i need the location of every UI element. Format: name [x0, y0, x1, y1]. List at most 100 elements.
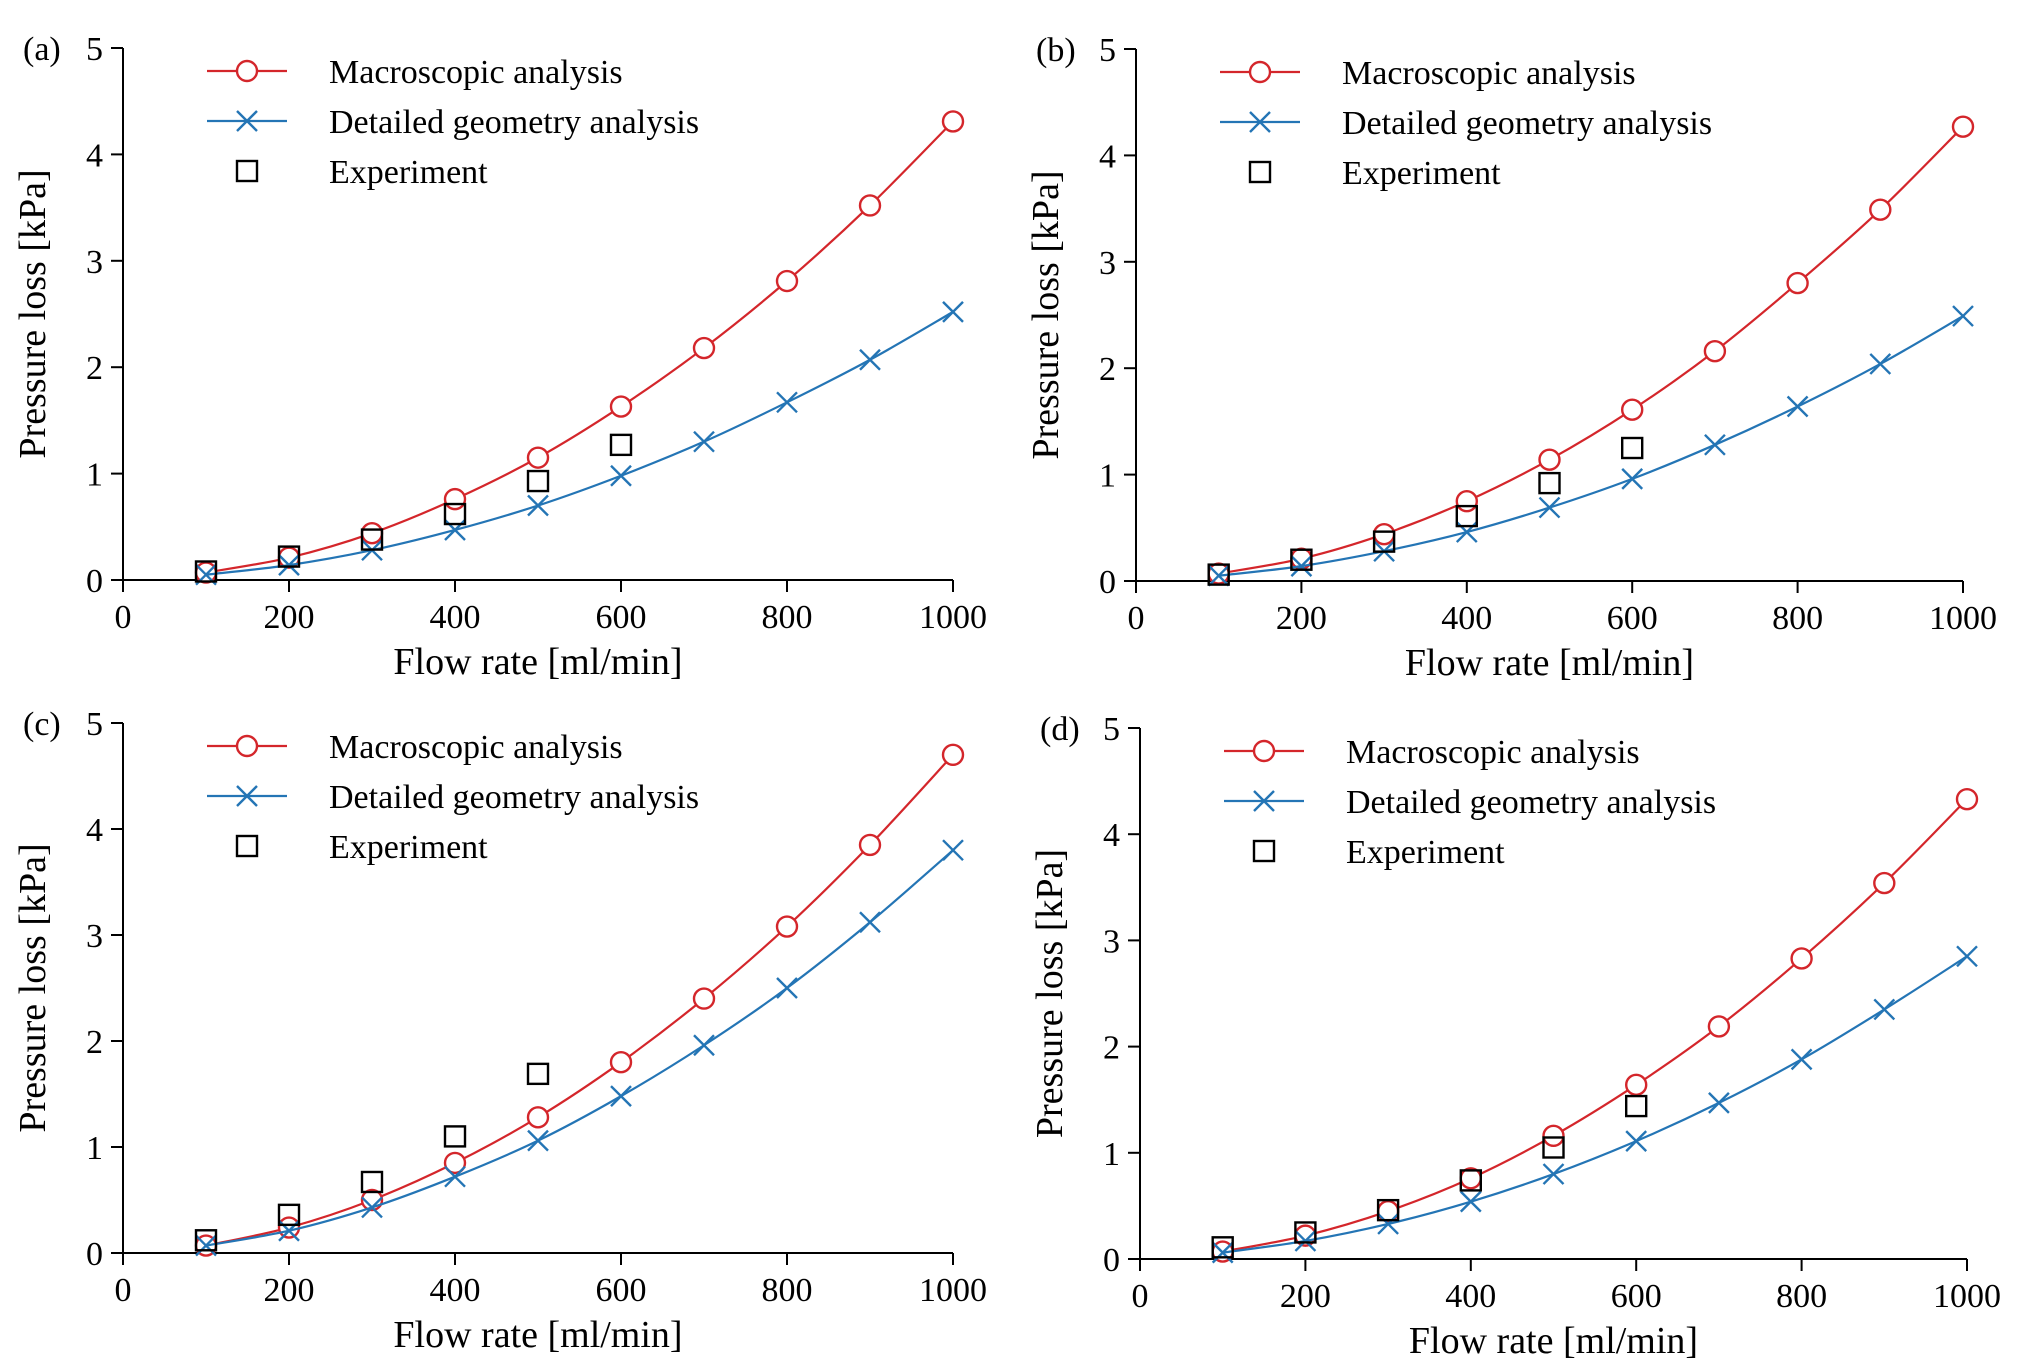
data-point: [1873, 998, 1896, 1021]
data-point: [693, 1034, 715, 1057]
legend-item: Experiment: [235, 154, 488, 191]
legend-marker-stroke-2: [1249, 111, 1271, 133]
legend-marker: [235, 159, 259, 183]
legend-item: Macroscopic analysis: [207, 54, 623, 91]
legend-marker: [236, 110, 258, 132]
x-tick-label: 1000: [919, 599, 987, 636]
y-tick-label: 0: [86, 1236, 103, 1273]
legend-item: Macroscopic analysis: [1224, 734, 1640, 771]
legend-item: Detailed geometry analysis: [207, 779, 699, 816]
data-point-stroke-2: [776, 977, 798, 999]
data-point: [1704, 433, 1726, 456]
legend-label: Experiment: [329, 154, 488, 191]
legend-marker: [1249, 111, 1271, 133]
data-point-stroke-2: [1207, 564, 1230, 587]
x-axis-title: Flow rate [ml/min]: [1409, 1320, 1698, 1362]
y-tick-label: 4: [86, 137, 103, 174]
data-point: [1869, 353, 1892, 375]
series-detailed-geometry: [1211, 945, 1978, 1264]
data-point: [1790, 947, 1813, 970]
legend-label: Detailed geometry analysis: [329, 104, 699, 141]
x-tick-label: 400: [430, 1272, 481, 1309]
data-point-stroke-2: [1790, 1048, 1813, 1071]
y-tick-label: 1: [86, 457, 103, 494]
data-point: [776, 977, 798, 999]
data-point: [444, 1165, 466, 1188]
x-tick-label: 0: [115, 599, 132, 636]
legend-marker: [1248, 60, 1272, 84]
legend-marker: [235, 734, 259, 758]
data-point-stroke-2: [1708, 1092, 1730, 1114]
data-point: [1620, 436, 1644, 460]
legend-label: Experiment: [1342, 155, 1501, 192]
y-tick-label: 5: [86, 31, 103, 68]
chart-panel-c: 0 1 2 3 4 5 0 200 400 600 800 1000 Flow rate [ml/min…: [12, 706, 987, 1356]
legend-marker: [235, 59, 259, 83]
series-detailed-geometry: [195, 301, 964, 586]
y-tick-label: 5: [86, 706, 103, 743]
x-tick-label: 1000: [919, 1272, 987, 1309]
data-point: [194, 1229, 218, 1252]
series-macroscopic: [1207, 115, 1975, 585]
series-line: [1222, 955, 1968, 1254]
data-point: [609, 433, 633, 457]
y-tick-label: 3: [86, 918, 103, 955]
data-point: [526, 469, 550, 493]
data-point: [609, 1050, 633, 1074]
y-tick-label: 4: [1099, 138, 1116, 175]
data-point-stroke-2: [610, 1085, 632, 1107]
x-tick-label: 800: [1772, 600, 1823, 637]
y-axis-title: Pressure loss [kPa]: [12, 169, 54, 458]
legend-marker: [1248, 160, 1272, 184]
x-tick-label: 600: [596, 1272, 647, 1309]
data-point-stroke-2: [1459, 1190, 1482, 1213]
legend-item: Experiment: [1248, 155, 1501, 192]
data-point: [1952, 305, 1974, 327]
data-point-stroke-2: [942, 301, 964, 323]
data-point: [941, 110, 965, 133]
legend-item: Detailed geometry analysis: [1220, 105, 1712, 142]
data-point: [1376, 1198, 1400, 1222]
y-tick-label: 2: [1099, 351, 1116, 388]
data-point: [1290, 555, 1313, 577]
y-axis-title: Pressure loss [kPa]: [12, 843, 54, 1132]
data-point-stroke-2: [1621, 468, 1644, 490]
data-point: [1625, 1130, 1648, 1152]
data-point: [277, 1216, 301, 1239]
series-macroscopic: [1211, 787, 1979, 1263]
data-point: [360, 1170, 384, 1194]
data-point-stroke-2: [610, 464, 632, 487]
data-point: [1372, 522, 1396, 546]
data-point: [1211, 1241, 1234, 1264]
y-tick-label: 5: [1099, 32, 1116, 69]
data-point: [1621, 468, 1644, 490]
legend-item: Macroscopic analysis: [1220, 55, 1636, 92]
legend-marker: [236, 785, 258, 807]
data-point-stroke-2: [1294, 1230, 1317, 1252]
data-point: [526, 1062, 550, 1086]
series-line: [205, 310, 954, 576]
data-point-stroke-2: [1952, 305, 1974, 327]
x-tick-label: 1000: [1933, 1278, 2001, 1315]
data-point-stroke-2: [1211, 1241, 1234, 1264]
data-point: [1542, 1136, 1565, 1159]
legend-label: Experiment: [1346, 834, 1505, 871]
data-point-stroke-2: [527, 494, 549, 517]
data-point-stroke-2: [195, 1234, 217, 1257]
x-tick-label: 1000: [1929, 600, 1997, 637]
x-tick-label: 600: [596, 599, 647, 636]
data-point: [443, 1151, 467, 1175]
data-point: [1703, 339, 1727, 363]
x-tick-label: 600: [1607, 600, 1658, 637]
legend-label: Macroscopic analysis: [329, 54, 623, 91]
series-detailed-geometry: [195, 839, 964, 1257]
data-point: [443, 487, 467, 511]
data-point-stroke-2: [1538, 496, 1561, 519]
y-tick-label: 2: [86, 1024, 103, 1061]
data-point: [692, 336, 716, 360]
series-macroscopic: [194, 743, 965, 1257]
data-point: [1951, 115, 1975, 138]
x-tick-label: 200: [264, 599, 315, 636]
data-point: [360, 521, 384, 545]
series-line: [205, 849, 954, 1247]
